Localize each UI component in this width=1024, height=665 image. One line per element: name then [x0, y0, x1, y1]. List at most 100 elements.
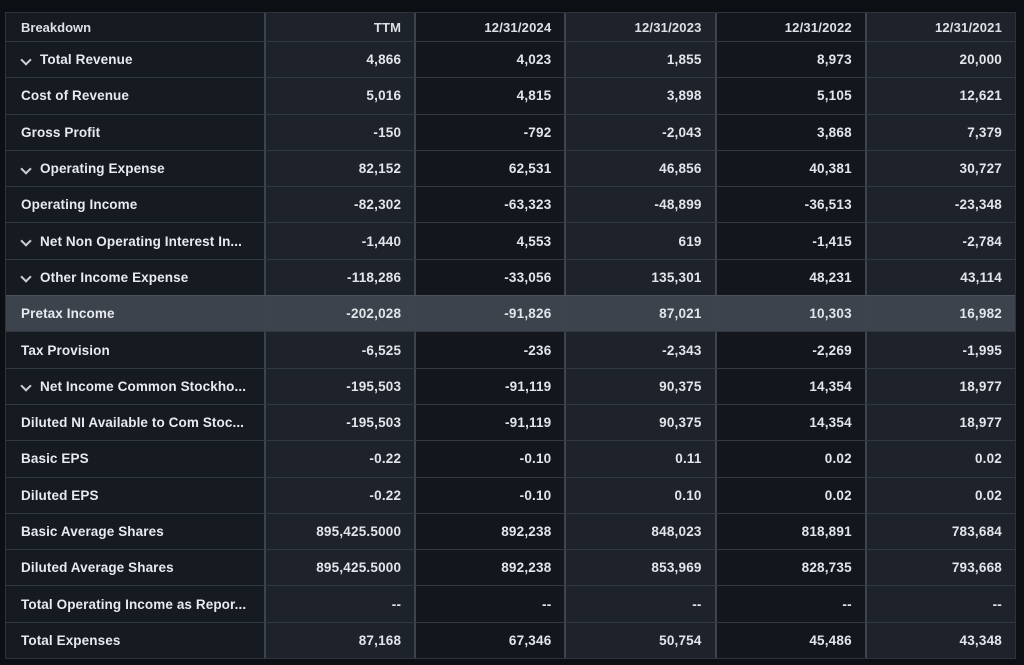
cell-value: 90,375: [564, 368, 715, 404]
table-row: Operating Income -82,302 -63,323 -48,899 -36…: [6, 186, 1016, 223]
table-row: Other Income Expense -118,286 -33,056 135,3…: [6, 258, 1016, 296]
table-row: Gross Profit -150 -792 -2,043 3,868 7,379: [6, 113, 1016, 150]
row-label: Net Non Operating Interest In...: [40, 233, 242, 249]
table-row: Pretax Income -202,028 -91,826 87,021 10,303…: [6, 295, 1016, 332]
chevron-down-icon[interactable]: [21, 164, 32, 174]
cell-value: 8,973: [714, 42, 865, 78]
cell-value: 46,856: [564, 150, 715, 187]
column-header-12-31-2022: 12/31/2022: [714, 13, 865, 41]
cell-value: -1,995: [864, 332, 1016, 368]
cell-value: -6,525: [264, 332, 415, 368]
table-row: Cost of Revenue 5,016 4,815 3,898 5,105 12,62…: [6, 77, 1016, 114]
cell-value: 18,977: [864, 404, 1016, 441]
chevron-down-icon[interactable]: [21, 381, 32, 391]
row-label: Tax Provision: [21, 342, 110, 358]
cell-value: -2,343: [564, 332, 715, 368]
row-label: Basic Average Shares: [21, 524, 164, 539]
row-expand-toggle[interactable]: Operating Expense: [6, 150, 264, 187]
cell-value: 30,727: [864, 150, 1016, 187]
cell-value: --: [414, 586, 565, 622]
row-label-cell: Total Operating Income as Repor...: [6, 586, 264, 622]
cell-value: 3,898: [564, 78, 715, 114]
cell-value: 45,486: [714, 622, 865, 659]
row-expand-toggle[interactable]: Total Revenue: [6, 42, 264, 78]
cell-value: 5,105: [714, 78, 865, 114]
cell-value: -23,348: [864, 187, 1016, 223]
cell-value: 14,354: [714, 404, 865, 441]
cell-value: 892,238: [414, 513, 565, 550]
cell-value: 0.02: [714, 477, 865, 513]
row-expand-toggle[interactable]: Net Income Common Stockho...: [6, 368, 264, 404]
table-row: Net Non Operating Interest In... -1,440 4,…: [6, 222, 1016, 259]
chevron-down-icon[interactable]: [21, 236, 32, 246]
row-label: Total Operating Income as Repor...: [21, 596, 247, 612]
row-label: Cost of Revenue: [21, 88, 130, 104]
cell-value: 783,684: [864, 513, 1016, 550]
cell-value: 4,866: [264, 42, 415, 78]
row-label-cell: Total Expenses: [6, 622, 264, 659]
table-header-row: Breakdown TTM 12/31/2024 12/31/2023 12/31/20…: [6, 13, 1016, 41]
cell-value: -91,119: [414, 404, 565, 441]
row-label-cell: Pretax Income: [6, 296, 264, 332]
row-label: Operating Expense: [40, 161, 165, 177]
cell-value: -0.22: [264, 477, 415, 513]
cell-value: 135,301: [564, 259, 715, 296]
cell-value: 50,754: [564, 622, 715, 659]
cell-value: 892,238: [414, 550, 565, 586]
cell-value: -33,056: [414, 259, 565, 296]
table-row: Operating Expense 82,152 62,531 46,856 40,38…: [6, 149, 1016, 187]
cell-value: 895,425.5000: [264, 550, 415, 586]
cell-value: 828,735: [714, 550, 865, 586]
column-header-breakdown: Breakdown: [6, 13, 264, 41]
row-label-cell: Operating Income: [6, 187, 264, 223]
row-label: Net Income Common Stockho...: [40, 378, 247, 394]
cell-value: -82,302: [264, 187, 415, 223]
column-header-12-31-2023: 12/31/2023: [564, 13, 715, 41]
cell-value: -118,286: [264, 259, 415, 296]
table-row: Total Revenue 4,866 4,023 1,855 8,973 20,000: [6, 41, 1016, 78]
financials-table: Breakdown TTM 12/31/2024 12/31/2023 12/31/20…: [5, 12, 1016, 659]
cell-value: -36,513: [714, 187, 865, 223]
cell-value: --: [564, 586, 715, 622]
row-expand-toggle[interactable]: Net Non Operating Interest In...: [6, 223, 264, 259]
cell-value: 0.02: [864, 477, 1016, 513]
row-label-cell: Tax Provision: [6, 332, 264, 368]
cell-value: -2,043: [564, 114, 715, 150]
row-label-cell: Gross Profit: [6, 114, 264, 150]
cell-value: 87,021: [564, 296, 715, 332]
row-expand-toggle[interactable]: Other Income Expense: [6, 259, 264, 296]
cell-value: 40,381: [714, 150, 865, 187]
cell-value: -1,440: [264, 223, 415, 259]
cell-value: 4,815: [414, 78, 565, 114]
table-row: Tax Provision -6,525 -236 -2,343 -2,269 -1,99…: [6, 331, 1016, 368]
cell-value: --: [264, 586, 415, 622]
cell-value: -0.10: [414, 477, 565, 513]
cell-value: 4,553: [414, 223, 565, 259]
cell-value: 90,375: [564, 404, 715, 441]
cell-value: 18,977: [864, 368, 1016, 404]
column-header-12-31-2024: 12/31/2024: [414, 13, 565, 41]
chevron-down-icon[interactable]: [21, 55, 32, 65]
cell-value: 43,114: [864, 259, 1016, 296]
cell-value: 5,016: [264, 78, 415, 114]
cell-value: -63,323: [414, 187, 565, 223]
cell-value: 0.11: [564, 441, 715, 477]
table-row: Total Expenses 87,168 67,346 50,754 45,486 43…: [6, 621, 1016, 659]
row-label: Gross Profit: [21, 124, 101, 140]
chevron-down-icon[interactable]: [21, 272, 32, 282]
table-row: Diluted NI Available to Com Stoc... -195,…: [6, 403, 1016, 441]
cell-value: 793,668: [864, 550, 1016, 586]
cell-value: -195,503: [264, 368, 415, 404]
cell-value: 10,303: [714, 296, 865, 332]
cell-value: 619: [564, 223, 715, 259]
cell-value: 12,621: [864, 78, 1016, 114]
table-row: Diluted Average Shares 895,425.5000 892,23…: [6, 549, 1016, 586]
cell-value: -0.22: [264, 441, 415, 477]
cell-value: 7,379: [864, 114, 1016, 150]
row-label-cell: Basic Average Shares: [6, 513, 264, 550]
row-label: Diluted EPS: [21, 487, 99, 503]
cell-value: 853,969: [564, 550, 715, 586]
cell-value: 48,231: [714, 259, 865, 296]
cell-value: 0.02: [714, 441, 865, 477]
